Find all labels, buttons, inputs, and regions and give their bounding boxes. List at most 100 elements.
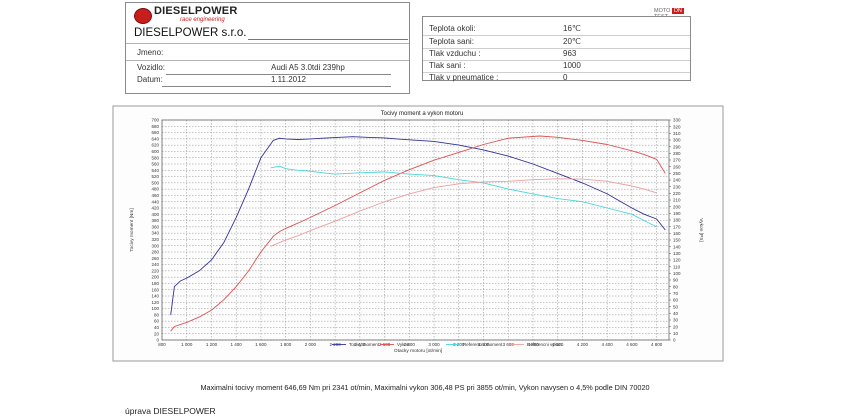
- chart-frame: [112, 105, 724, 362]
- x-tick-label: 4 000: [552, 342, 564, 347]
- y-right-tick-label: 10: [673, 331, 679, 336]
- y-left-tick-label: 400: [151, 212, 159, 217]
- y-left-tick-label: 20: [154, 331, 160, 336]
- y-left-tick-label: 620: [151, 143, 159, 148]
- y-right-tick-label: 20: [673, 324, 679, 329]
- measurement-conditions: Teplota okoli: 16℃ Teplota sani: 20℃ Tla…: [422, 16, 691, 82]
- y-left-tick-label: 340: [151, 231, 159, 236]
- y-right-tick-label: 230: [673, 184, 681, 189]
- x-tick-label: 3 400: [478, 342, 490, 347]
- row-divider: [423, 35, 690, 36]
- y-right-tick-label: 310: [673, 131, 681, 136]
- y-right-tick-label: 300: [673, 138, 681, 143]
- y-left-tick-label: 100: [151, 306, 159, 311]
- y-left-tick-label: 80: [154, 312, 160, 317]
- y-right-tick-label: 220: [673, 191, 681, 196]
- series-line-4: [270, 178, 657, 247]
- y-right-tick-label: 200: [673, 204, 681, 209]
- row-divider: [126, 60, 409, 61]
- x-tick-label: 4 400: [602, 342, 614, 347]
- badge-left: MOTO: [654, 8, 671, 14]
- y-right-tick-label: 50: [673, 304, 679, 309]
- x-tick-label: 2 000: [305, 342, 317, 347]
- x-tick-label: 4 800: [651, 342, 663, 347]
- y-axis-label-right: Vykon [PS]: [698, 218, 704, 242]
- y-right-tick-label: 270: [673, 158, 681, 163]
- vehicle-value: Audi A5 3.0tdi 239hp: [271, 63, 345, 72]
- y-axis-label-left: Tocivy moment [Nm]: [129, 208, 135, 251]
- y-right-tick-label: 30: [673, 318, 679, 323]
- series-line-3: [270, 165, 657, 228]
- y-right-tick-label: 120: [673, 258, 681, 263]
- plot-area-border: [161, 119, 670, 341]
- ambient-temp-value: 16℃: [563, 24, 581, 33]
- y-left-tick-label: 380: [151, 218, 159, 223]
- series-line-1: [170, 136, 666, 315]
- y-left-tick-label: 480: [151, 187, 159, 192]
- y-left-tick-label: 0: [156, 338, 159, 343]
- y-right-tick-label: 40: [673, 311, 679, 316]
- y-right-tick-label: 140: [673, 244, 681, 249]
- y-left-tick-label: 300: [151, 243, 159, 248]
- y-left-tick-label: 520: [151, 174, 159, 179]
- vehicle-label: Vozidlo:: [137, 63, 166, 72]
- x-axis-label: Otacky motoru [ot/min]: [394, 348, 442, 354]
- x-tick-label: 1 600: [255, 342, 267, 347]
- air-pressure-value: 963: [563, 49, 577, 58]
- x-tick-label: 2 800: [404, 342, 416, 347]
- y-left-tick-label: 280: [151, 250, 159, 255]
- x-tick-label: 1 800: [280, 342, 292, 347]
- y-right-tick-label: 170: [673, 224, 681, 229]
- dieselpower-logo: DIESELPOWER race engineering: [134, 5, 237, 27]
- y-right-tick-label: 100: [673, 271, 681, 276]
- y-left-tick-label: 600: [151, 149, 159, 154]
- company-name: DIESELPOWER s.r.o.: [134, 27, 247, 39]
- y-left-tick-label: 140: [151, 294, 159, 299]
- y-right-tick-label: 110: [673, 264, 681, 269]
- company-underline: [248, 39, 408, 40]
- y-left-tick-label: 240: [151, 262, 159, 267]
- y-left-tick-label: 40: [154, 325, 160, 330]
- y-left-tick-label: 200: [151, 275, 159, 280]
- row-divider: [423, 48, 690, 49]
- y-left-tick-label: 540: [151, 168, 159, 173]
- y-left-tick-label: 160: [151, 287, 159, 292]
- x-tick-label: 1 000: [181, 342, 193, 347]
- x-tick-label: 4 600: [626, 342, 638, 347]
- date-label: Datum:: [137, 75, 163, 84]
- y-left-tick-label: 640: [151, 136, 159, 141]
- x-tick-label: 3 800: [527, 342, 539, 347]
- name-label: Jmeno:: [137, 48, 164, 57]
- legend-label: Vykon: [397, 342, 410, 347]
- y-right-tick-label: 130: [673, 251, 681, 256]
- legend-label: Tocivy moment: [349, 342, 380, 347]
- tire-pressure-value: 0: [563, 73, 568, 82]
- y-left-tick-label: 220: [151, 268, 159, 273]
- logo-brand: DIESELPOWER: [154, 5, 238, 17]
- date-value: 1.11.2012: [271, 75, 306, 84]
- series-line-2: [170, 135, 666, 332]
- logo-tagline: race engineering: [180, 17, 225, 23]
- tire-pressure-label: Tlak v pneumatice :: [429, 73, 499, 82]
- y-right-tick-label: 330: [673, 118, 681, 123]
- row-divider: [423, 60, 690, 61]
- x-tick-label: 1 200: [206, 342, 218, 347]
- y-right-tick-label: 260: [673, 164, 681, 169]
- x-tick-label: 800: [158, 342, 166, 347]
- intake-pressure-value: 1000: [563, 61, 581, 70]
- y-right-tick-label: 0: [673, 338, 676, 343]
- header-divider: [126, 43, 409, 44]
- chart-title: Tocivy moment a vykon motoru: [381, 111, 464, 117]
- y-left-tick-label: 500: [151, 180, 159, 185]
- y-left-tick-label: 580: [151, 155, 159, 160]
- intake-pressure-label: Tlak sani :: [429, 61, 466, 70]
- row-divider: [423, 72, 690, 73]
- date-underline: [162, 86, 391, 87]
- intake-temp-label: Teplota sani:: [429, 37, 474, 46]
- vehicle-underline: [166, 74, 391, 75]
- air-pressure-label: Tlak vzduchu :: [429, 49, 481, 58]
- y-right-tick-label: 280: [673, 151, 681, 156]
- y-right-tick-label: 240: [673, 178, 681, 183]
- y-left-tick-label: 460: [151, 193, 159, 198]
